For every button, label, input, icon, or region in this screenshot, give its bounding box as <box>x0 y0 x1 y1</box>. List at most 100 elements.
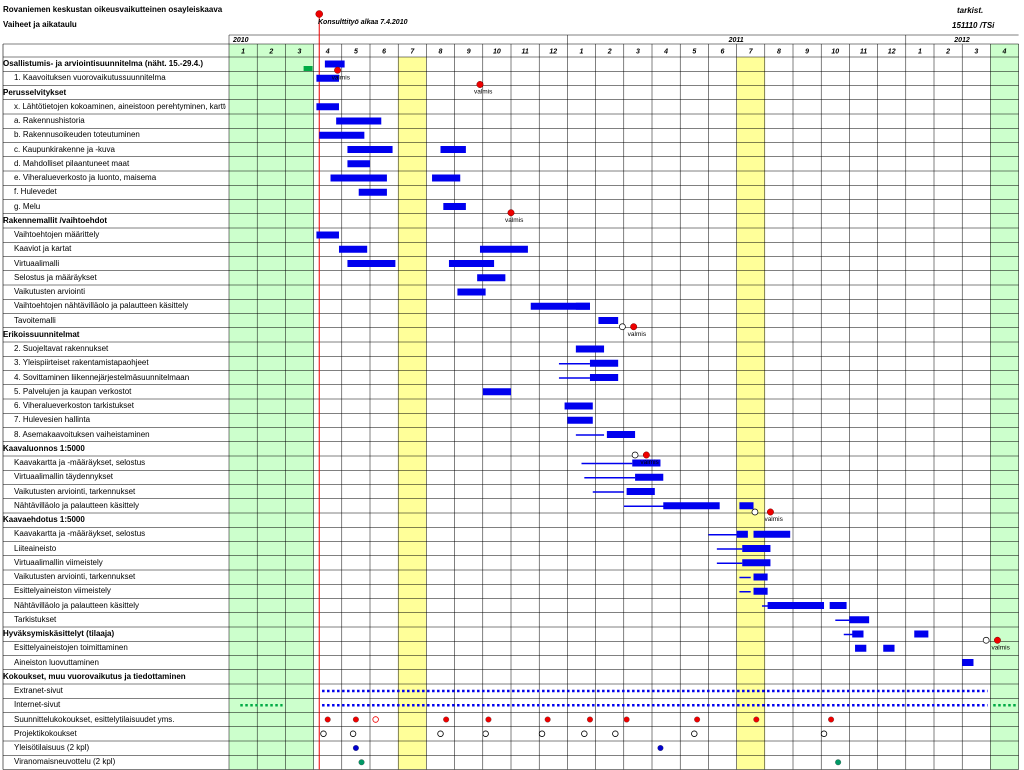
milestone-marker <box>334 66 342 74</box>
task-label: Vaikutusten arviointi <box>14 287 85 297</box>
meeting-marker <box>612 730 619 737</box>
month-label: 10 <box>493 49 501 56</box>
phase-heading: Kaavaluonnos 1:5000 <box>3 443 85 453</box>
task-bar <box>564 402 593 410</box>
open-milestone-marker <box>751 508 759 516</box>
meeting-marker <box>835 759 842 766</box>
task-bar <box>477 274 506 282</box>
task-label: Vaikutusten arviointi, tarkennukset <box>14 486 136 496</box>
meeting-marker <box>352 745 359 751</box>
month-label: 8 <box>777 49 781 56</box>
month-header-shade <box>990 44 1019 57</box>
task-bar <box>883 644 895 652</box>
task-bar <box>338 245 368 253</box>
phase-heading: Rakennemallit /vaihtoehdot <box>3 215 108 225</box>
task-bar <box>589 374 619 381</box>
month-label: 3 <box>974 49 978 56</box>
task-bar <box>448 260 495 267</box>
month-label: 9 <box>467 49 471 56</box>
milestone-label: valmis <box>764 516 783 523</box>
meeting-marker <box>820 730 828 737</box>
task-label: Virtuaalimallin täydennykset <box>14 472 114 482</box>
meeting-marker <box>437 730 444 737</box>
month-label: 8 <box>439 49 443 56</box>
phase-heading: Perusselvitykset <box>3 87 67 97</box>
task-label: c. Kaupunkirakenne ja -kuva <box>14 144 115 154</box>
task-label: Vaihtoehtojen nähtävilläolo ja palauttee… <box>14 301 189 311</box>
month-label: 7 <box>749 49 754 56</box>
milestone-label: valmis <box>474 89 493 96</box>
meeting-marker <box>581 730 588 737</box>
task-label: Yleisötilaisuus (2 kpl) <box>14 743 90 753</box>
month-label: 12 <box>888 49 896 56</box>
meeting-marker <box>485 716 492 723</box>
month-label: 5 <box>354 49 358 56</box>
meeting-marker <box>352 716 359 723</box>
revision-code: 151110 /TSi <box>952 21 995 30</box>
chart-title: Rovaniemen keskustan oikeusvaikutteinen … <box>3 5 223 14</box>
task-bar <box>440 146 466 153</box>
milestone-marker <box>994 636 1001 644</box>
milestone-start-label: Konsulttityö alkaa 7.4.2010 <box>318 19 408 26</box>
task-label: 5. Palvelujen ja kaupan verkostot <box>14 386 132 396</box>
task-label: Selostus ja määräykset <box>14 272 97 282</box>
month-label: 3 <box>636 49 640 56</box>
task-bar <box>319 131 365 139</box>
month-header-shade <box>257 44 286 57</box>
milestone-marker <box>642 451 650 459</box>
meeting-marker <box>691 730 698 737</box>
month-label: 4 <box>1002 49 1007 56</box>
task-bar <box>753 587 768 595</box>
meeting-marker <box>828 716 835 723</box>
milestone-marker <box>630 323 638 331</box>
month-label: 4 <box>325 49 330 56</box>
task-label: e. Viheralueverkosto ja luonto, maisema <box>14 173 157 183</box>
task-bar <box>606 431 636 438</box>
task-label: Internet-sivut <box>14 700 61 710</box>
meeting-marker <box>587 716 593 723</box>
month-label: 5 <box>692 49 696 56</box>
meeting-marker <box>623 716 630 723</box>
month-label: 3 <box>298 49 302 56</box>
task-label: Tavoitemalli <box>14 315 56 325</box>
task-label: 8. Asemakaavoituksen vaiheistaminen <box>14 429 150 439</box>
meeting-marker <box>443 716 450 723</box>
meeting-marker <box>372 716 379 723</box>
meeting-marker <box>538 730 546 737</box>
task-bar <box>739 502 754 510</box>
task-label: f. Hulevedet <box>14 187 57 197</box>
phase-heading: Osallistumis- ja arviointisuunnitelma (n… <box>3 59 204 69</box>
chart-subtitle: Vaiheet ja aikataulu <box>3 20 77 29</box>
milestone-label: valmis <box>640 459 659 466</box>
milestone-label: valmis <box>991 644 1010 651</box>
month-label: 11 <box>521 49 528 56</box>
milestone-marker <box>476 81 484 88</box>
phase-heading: Kaavaehdotus 1:5000 <box>3 515 85 525</box>
phase-heading: Kokoukset, muu vuorovaikutus ja tiedotta… <box>3 671 186 681</box>
task-label: b. Rakennusoikeuden toteutuminen <box>14 130 140 140</box>
task-bar <box>347 260 396 267</box>
meeting-marker <box>657 745 664 751</box>
task-label: Virtuaalimalli <box>14 258 60 268</box>
meeting-marker <box>320 730 327 737</box>
meeting-marker <box>753 716 760 723</box>
task-label: x. Lähtötietojen kokoaminen, aineistoon … <box>14 101 226 111</box>
task-label: Tarkistukset <box>14 614 57 624</box>
task-bar <box>575 302 590 310</box>
month-label: 9 <box>805 49 809 56</box>
task-bar <box>635 473 664 481</box>
task-bar <box>632 459 661 467</box>
month-label: 11 <box>860 49 867 56</box>
task-bar <box>443 203 466 210</box>
month-label: 6 <box>721 49 725 56</box>
task-label: d. Mahdolliset pilaantuneet maat <box>14 158 130 168</box>
task-bar <box>575 345 605 353</box>
task-label: Liiteaineisto <box>14 543 57 553</box>
task-label: Projektikokoukset <box>14 728 77 738</box>
open-milestone-marker <box>631 451 639 459</box>
month-label: 1 <box>580 49 584 56</box>
task-bar <box>324 60 345 68</box>
task-label: 3. Yleispiirteiset rakentamistapaohjeet <box>14 358 149 368</box>
task-bar <box>316 103 339 111</box>
